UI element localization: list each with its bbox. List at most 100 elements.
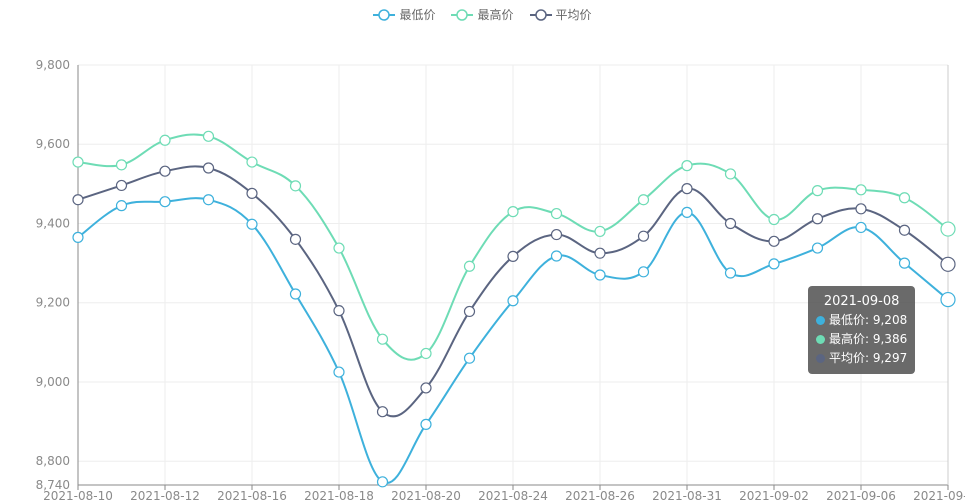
data-point (115, 200, 128, 212)
x-tick-label: 2021-08-26 (565, 489, 635, 501)
data-point (811, 213, 824, 225)
data-point (246, 156, 258, 168)
data-point (507, 295, 519, 307)
data-point (72, 194, 84, 206)
data-point (159, 165, 171, 177)
data-point (898, 224, 911, 236)
legend-label: 平均价 (555, 8, 592, 22)
data-point (420, 382, 432, 394)
y-tick-label: 9,600 (36, 137, 70, 151)
data-point (940, 256, 956, 272)
data-point (159, 196, 171, 208)
data-point (898, 257, 911, 269)
series-line-0 (77, 197, 949, 485)
data-point (463, 352, 476, 364)
data-point (681, 160, 693, 172)
y-tick-label: 9,800 (36, 58, 70, 72)
data-point (724, 168, 737, 180)
data-point (855, 184, 867, 196)
data-point (72, 156, 84, 168)
data-point (202, 130, 215, 142)
data-point (811, 242, 824, 254)
x-tick-label: 2021-08-10 (43, 489, 113, 501)
data-point (637, 194, 650, 206)
data-point (768, 235, 780, 247)
x-tick-label: 2021-09-02 (739, 489, 809, 501)
data-point (724, 267, 737, 279)
data-point (115, 159, 128, 171)
legend-item-avg[interactable]: 平均价 (529, 6, 592, 23)
x-tick-label: 2021-08-20 (391, 489, 461, 501)
data-point (550, 250, 563, 262)
data-point (202, 194, 215, 206)
data-point (333, 242, 345, 254)
data-point (637, 230, 650, 242)
x-tick-label: 2021-08-31 (652, 489, 722, 501)
data-point (940, 221, 956, 237)
data-point (72, 231, 84, 243)
tooltip-dot (816, 316, 825, 325)
x-tick-label: 2021-08-12 (130, 489, 200, 501)
data-point (637, 266, 650, 278)
data-point (246, 187, 258, 199)
tooltip: 2021-09-08 最低价: 9,208 最高价: 9,386 平均价: 9,… (808, 286, 916, 374)
legend-line-icon (529, 8, 552, 21)
data-point (289, 180, 302, 192)
x-tick-label: 2021-08-16 (217, 489, 287, 501)
y-tick-label: 9,000 (36, 375, 70, 389)
data-point (855, 203, 867, 215)
data-point (768, 258, 780, 270)
series-line-1 (77, 133, 949, 361)
data-point (333, 305, 345, 317)
legend-line-icon (373, 8, 396, 21)
data-point (594, 225, 606, 238)
data-point (855, 221, 867, 234)
legend-line-icon (451, 8, 474, 21)
data-point (507, 250, 519, 262)
data-point (681, 206, 693, 218)
series-line-2 (77, 165, 949, 418)
tooltip-value: 最高价: 9,386 (829, 332, 908, 346)
tooltip-row: 平均价: 9,297 (816, 349, 907, 368)
data-point (115, 179, 128, 192)
data-point (898, 192, 911, 204)
data-point (550, 207, 563, 220)
data-point (333, 366, 345, 378)
data-point (376, 406, 389, 418)
legend-label: 最高价 (477, 8, 514, 22)
legend: 最低价 最高价 平均价 (0, 6, 965, 23)
data-point (550, 228, 563, 241)
y-tick-label: 8,800 (36, 454, 70, 468)
tooltip-row: 最低价: 9,208 (816, 311, 907, 330)
data-point (724, 217, 737, 230)
x-tick-label: 2021-08-18 (304, 489, 374, 501)
data-point (940, 291, 956, 308)
data-point (594, 269, 606, 281)
y-tick-label: 8,740 (36, 478, 70, 492)
data-point (376, 333, 389, 345)
y-tick-label: 9,400 (36, 216, 70, 230)
tooltip-value: 平均价: 9,297 (829, 351, 908, 365)
data-point (811, 185, 824, 197)
x-tick-label: 2021-08-24 (478, 489, 548, 501)
data-point (202, 162, 215, 174)
legend-item-high[interactable]: 最高价 (451, 6, 514, 23)
y-tick-label: 9,200 (36, 296, 70, 310)
data-point (594, 247, 606, 259)
data-point (159, 134, 171, 146)
data-point (507, 206, 519, 218)
data-point (289, 288, 302, 300)
data-point (420, 418, 432, 430)
tooltip-dot (816, 354, 825, 363)
data-point (376, 476, 389, 488)
tooltip-dot (816, 335, 825, 344)
data-point (463, 305, 476, 318)
legend-item-low[interactable]: 最低价 (373, 6, 435, 23)
data-point (289, 233, 302, 245)
legend-label: 最低价 (399, 8, 436, 22)
x-tick-label: 2021-09-08 (913, 489, 965, 501)
data-point (768, 213, 780, 226)
tooltip-value: 最低价: 9,208 (829, 313, 908, 327)
data-point (463, 260, 476, 272)
